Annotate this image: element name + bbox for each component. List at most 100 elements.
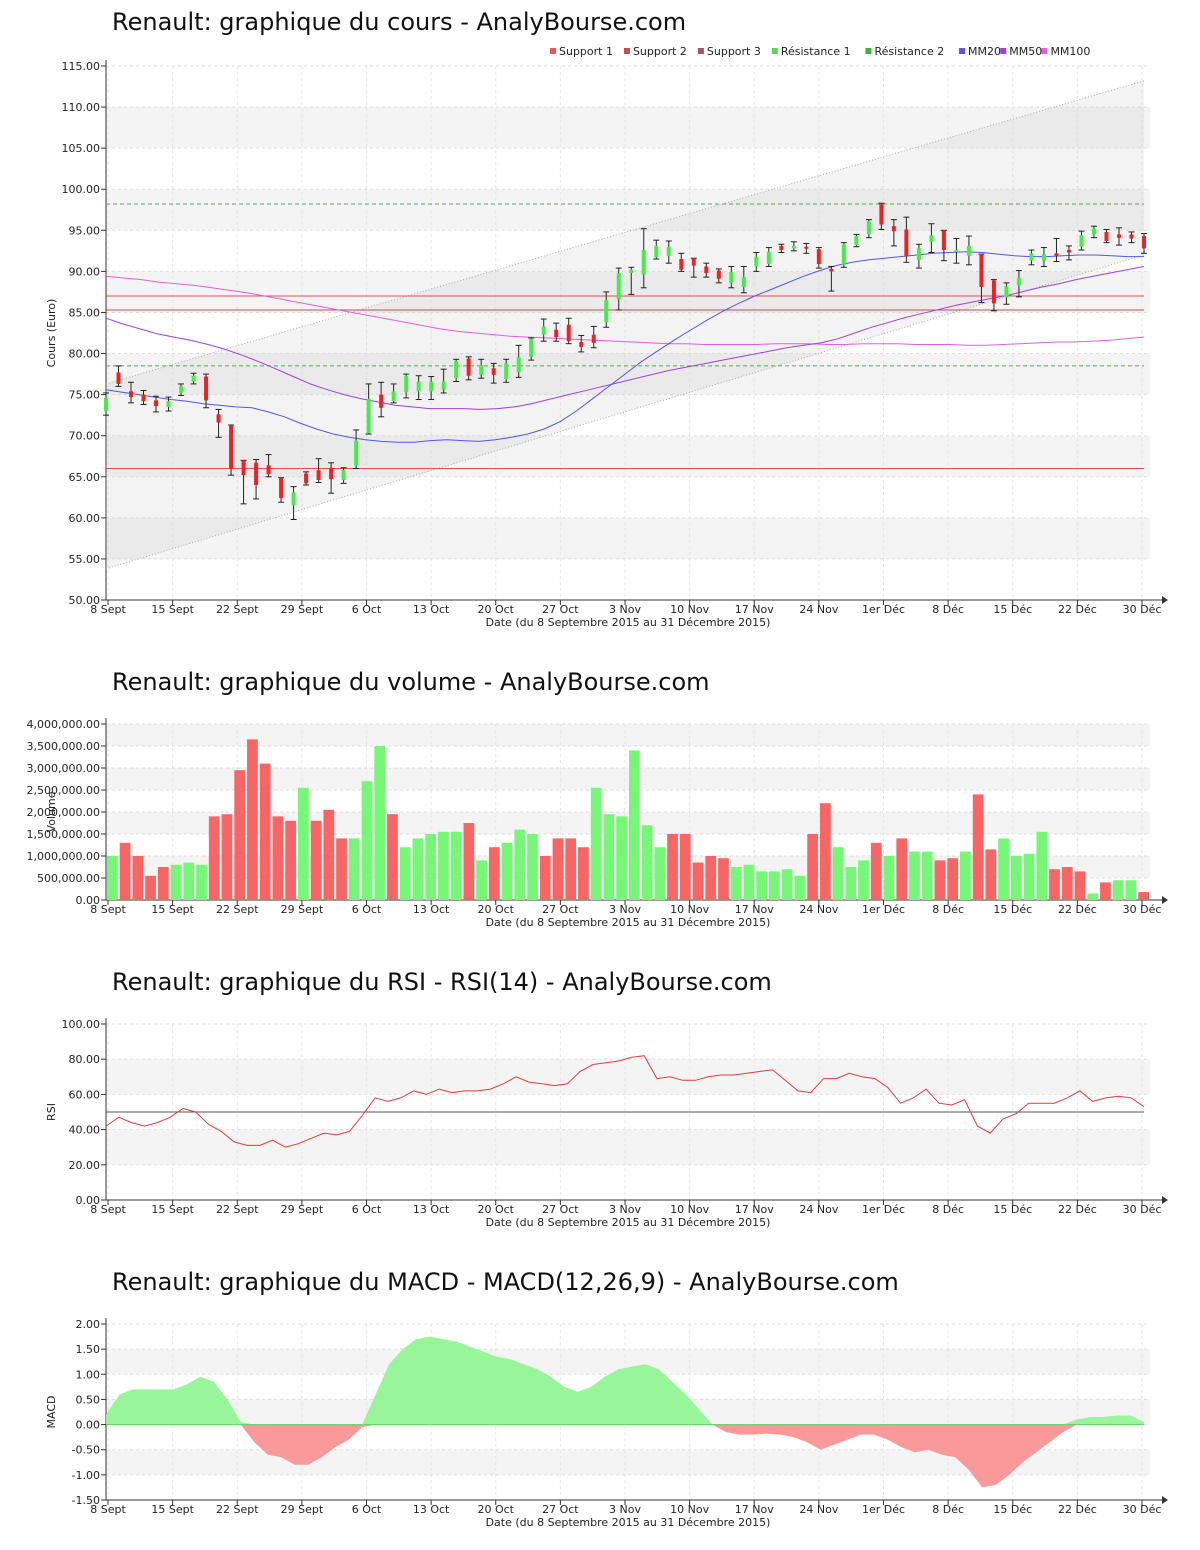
volume-bar bbox=[743, 864, 755, 900]
candle-body bbox=[1142, 236, 1146, 249]
y-tick-label: 500,000.00 bbox=[37, 872, 100, 885]
x-tick-label: 22 Déc bbox=[1058, 1503, 1097, 1516]
x-axis-arrow bbox=[1162, 896, 1168, 904]
y-tick-label: 65.00 bbox=[69, 471, 101, 484]
volume-bar bbox=[1112, 880, 1124, 900]
candle-body bbox=[1054, 253, 1059, 256]
grid-band bbox=[106, 107, 1150, 149]
volume-bar bbox=[641, 825, 653, 900]
candle-body bbox=[129, 391, 134, 398]
x-tick-label: 22 Sept bbox=[216, 903, 259, 916]
rsi-chart-plot: 100.00 80.00 60.00 40.00 20.00 0.008 Sept 15 S… bbox=[45, 1018, 1168, 1229]
trend-channel bbox=[106, 80, 1144, 569]
x-tick-label: 15 Déc bbox=[993, 603, 1032, 616]
candle-body bbox=[629, 269, 634, 274]
volume-bar bbox=[705, 856, 717, 900]
y-tick-label: 1,500,000.00 bbox=[27, 828, 100, 841]
x-tick-label: 8 Déc bbox=[932, 1203, 964, 1216]
volume-bar bbox=[972, 794, 984, 900]
x-axis-label: Date (du 8 Septembre 2015 au 31 Décembre… bbox=[486, 1516, 771, 1529]
x-tick-label: 24 Nov bbox=[799, 903, 838, 916]
candle-body bbox=[441, 381, 446, 390]
x-tick-label: 17 Nov bbox=[735, 1503, 774, 1516]
trend-channel-upper bbox=[105, 80, 1145, 385]
x-axis-arrow bbox=[1162, 1496, 1168, 1504]
candle-body bbox=[566, 324, 571, 342]
x-tick-label: 10 Nov bbox=[670, 603, 709, 616]
volume-bar bbox=[348, 838, 360, 900]
y-tick-label: 80.00 bbox=[69, 348, 101, 361]
legend-label: Support 1 bbox=[559, 45, 613, 58]
volume-bar bbox=[234, 770, 246, 900]
volume-bar bbox=[107, 856, 118, 900]
x-tick-label: 15 Sept bbox=[151, 903, 194, 916]
grid-band bbox=[106, 1059, 1150, 1095]
candle-body bbox=[141, 394, 146, 402]
volume-bar bbox=[1074, 871, 1086, 900]
x-tick-label: 3 Nov bbox=[609, 603, 641, 616]
legend-label: Support 3 bbox=[707, 45, 761, 58]
volume-bar bbox=[323, 809, 335, 900]
volume-bar bbox=[858, 860, 869, 900]
x-axis-label: Date (du 8 Septembre 2015 au 31 Décembre… bbox=[486, 916, 771, 929]
volume-bar bbox=[285, 820, 296, 900]
x-tick-label: 6 Oct bbox=[352, 1503, 382, 1516]
volume-bar bbox=[590, 787, 602, 900]
y-axis-label: MACD bbox=[45, 1396, 58, 1429]
candle-body bbox=[266, 465, 271, 475]
legend-swatch bbox=[771, 48, 778, 54]
y-axis-label: RSI bbox=[45, 1103, 58, 1121]
candle-body bbox=[516, 356, 521, 373]
candle-body bbox=[941, 230, 946, 251]
volume-bar bbox=[539, 856, 551, 900]
y-tick-label: 0.00 bbox=[76, 894, 101, 907]
x-tick-label: 1er Déc bbox=[862, 603, 905, 616]
x-tick-label: 20 Oct bbox=[477, 1203, 514, 1216]
legend-label: MM20 bbox=[968, 45, 1001, 58]
x-tick-label: 22 Sept bbox=[216, 1203, 259, 1216]
volume-bar bbox=[629, 750, 640, 900]
y-axis-label: Cours (Euro) bbox=[45, 299, 58, 368]
x-tick-label: 17 Nov bbox=[735, 1203, 774, 1216]
candle-body bbox=[554, 329, 559, 338]
x-tick-label: 30 Déc bbox=[1123, 1503, 1162, 1516]
volume-bar bbox=[730, 867, 742, 900]
x-tick-label: 30 Déc bbox=[1123, 603, 1162, 616]
x-tick-label: 1er Déc bbox=[862, 1503, 905, 1516]
volume-bar bbox=[450, 831, 462, 900]
volume-bar bbox=[794, 875, 806, 900]
candle-body bbox=[466, 358, 471, 376]
y-tick-label: 3,500,000.00 bbox=[27, 740, 100, 753]
legend-swatch bbox=[623, 48, 630, 54]
candle-body bbox=[254, 462, 259, 485]
volume-bar bbox=[119, 842, 131, 900]
candle-body bbox=[316, 470, 321, 481]
volume-bar bbox=[807, 834, 818, 900]
x-tick-label: 15 Sept bbox=[151, 1503, 194, 1516]
y-tick-label: 90.00 bbox=[69, 265, 101, 278]
candle-body bbox=[841, 244, 846, 265]
candle-body bbox=[1029, 253, 1034, 261]
x-tick-label: 27 Oct bbox=[542, 903, 579, 916]
x-tick-label: 20 Oct bbox=[477, 603, 514, 616]
x-axis-arrow bbox=[1162, 596, 1168, 604]
volume-bar bbox=[196, 864, 207, 900]
y-tick-label: 100.00 bbox=[62, 183, 101, 196]
volume-bar bbox=[781, 869, 793, 900]
x-tick-label: 15 Sept bbox=[151, 1203, 194, 1216]
candle-body bbox=[179, 386, 184, 393]
candle-body bbox=[329, 467, 334, 480]
volume-bar bbox=[157, 867, 169, 900]
candle-body bbox=[491, 368, 496, 375]
x-tick-label: 13 Oct bbox=[413, 903, 450, 916]
macd-chart-title: Renault: graphique du MACD - MACD(12,26,… bbox=[112, 1268, 899, 1296]
candle-body bbox=[166, 401, 171, 407]
y-tick-label: 85.00 bbox=[69, 306, 101, 319]
candle-body bbox=[704, 266, 709, 274]
x-tick-label: 13 Oct bbox=[413, 1203, 450, 1216]
y-tick-label: 50.00 bbox=[69, 594, 101, 607]
y-tick-label: 4,000,000.00 bbox=[27, 718, 100, 731]
volume-bar bbox=[412, 838, 424, 900]
volume-bar bbox=[438, 831, 449, 900]
volume-bar bbox=[514, 829, 526, 900]
